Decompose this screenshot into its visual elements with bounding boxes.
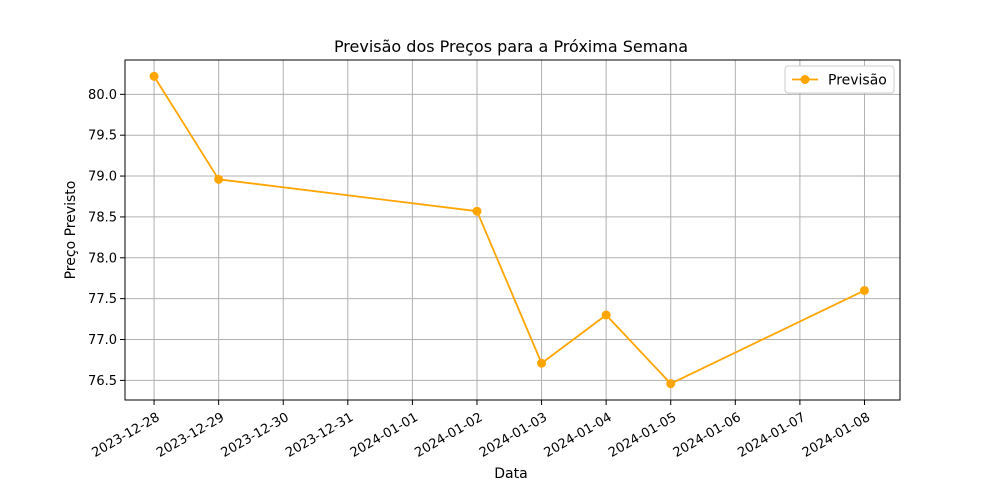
x-tick-label: 2024-01-03 xyxy=(477,410,550,461)
data-point xyxy=(214,174,224,184)
y-tick-label: 79.5 xyxy=(88,129,117,144)
x-tick-label: 2024-01-05 xyxy=(606,410,679,461)
y-tick-label: 78.0 xyxy=(88,251,117,266)
x-axis-label: Data xyxy=(494,466,527,482)
x-tick-label: 2024-01-08 xyxy=(800,410,873,461)
y-tick-label: 78.5 xyxy=(88,210,117,225)
series-line xyxy=(153,75,865,385)
x-tick-label: 2023-12-30 xyxy=(219,410,292,461)
x-tick-label: 2024-01-07 xyxy=(735,410,808,461)
data-point xyxy=(859,285,869,295)
series-layer xyxy=(149,71,869,389)
data-point xyxy=(472,206,482,216)
legend-box xyxy=(784,65,895,94)
legend-label: Previsão xyxy=(828,73,887,89)
x-tick-label: 2023-12-28 xyxy=(90,410,163,461)
plot-frame xyxy=(124,59,901,401)
grid-lines xyxy=(125,60,900,400)
x-tick-label: 2024-01-01 xyxy=(348,410,421,461)
y-tick-label: 76.5 xyxy=(88,374,117,389)
x-tick-label: 2024-01-02 xyxy=(412,410,485,461)
x-tick-label: 2024-01-06 xyxy=(671,410,744,461)
y-tick-label: 80.0 xyxy=(88,88,117,103)
chart-title: Previsão dos Preços para a Próxima Seman… xyxy=(334,37,688,56)
data-point xyxy=(149,71,159,81)
y-tick-label: 79.0 xyxy=(88,170,117,185)
legend: Previsão xyxy=(784,65,895,94)
y-axis-label: Preço Previsto xyxy=(63,181,79,280)
x-tick-label: 2023-12-29 xyxy=(154,410,227,461)
y-tick-label: 77.0 xyxy=(88,333,117,348)
x-tick-label: 2023-12-31 xyxy=(283,410,356,461)
x-tick-label: 2024-01-04 xyxy=(542,410,615,461)
legend-dot-marker xyxy=(800,75,810,84)
data-point xyxy=(601,310,611,320)
y-tick-label: 77.5 xyxy=(88,292,117,307)
data-point xyxy=(666,379,676,389)
axes: 2023-12-282023-12-292023-12-302023-12-31… xyxy=(88,59,901,461)
data-point xyxy=(537,358,547,368)
